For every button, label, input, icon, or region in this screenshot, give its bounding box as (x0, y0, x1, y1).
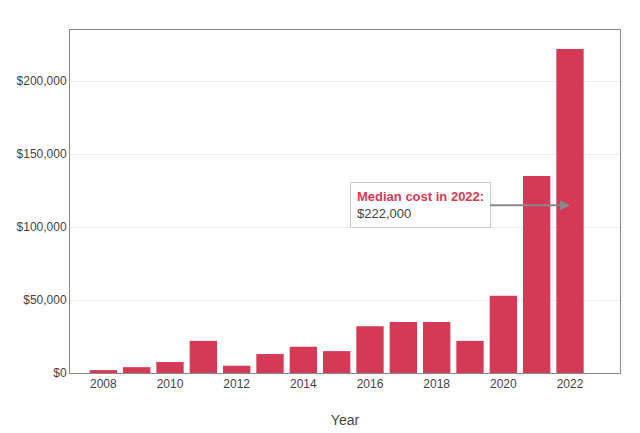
svg-text:2014: 2014 (290, 377, 317, 391)
svg-text:Year: Year (331, 412, 360, 428)
svg-text:$50,000: $50,000 (23, 293, 67, 307)
svg-text:$100,000: $100,000 (17, 220, 67, 234)
svg-text:Median cost in 2022:$222,000: Median cost in 2022:$222,000 (357, 189, 484, 221)
svg-text:2008: 2008 (90, 377, 117, 391)
svg-text:2016: 2016 (357, 377, 384, 391)
svg-text:2020: 2020 (490, 377, 517, 391)
svg-text:$150,000: $150,000 (17, 147, 67, 161)
svg-text:2022: 2022 (557, 377, 584, 391)
svg-text:$0: $0 (53, 366, 67, 380)
svg-text:$200,000: $200,000 (17, 74, 67, 88)
svg-text:2018: 2018 (423, 377, 450, 391)
svg-text:2012: 2012 (223, 377, 250, 391)
svg-text:2010: 2010 (157, 377, 184, 391)
